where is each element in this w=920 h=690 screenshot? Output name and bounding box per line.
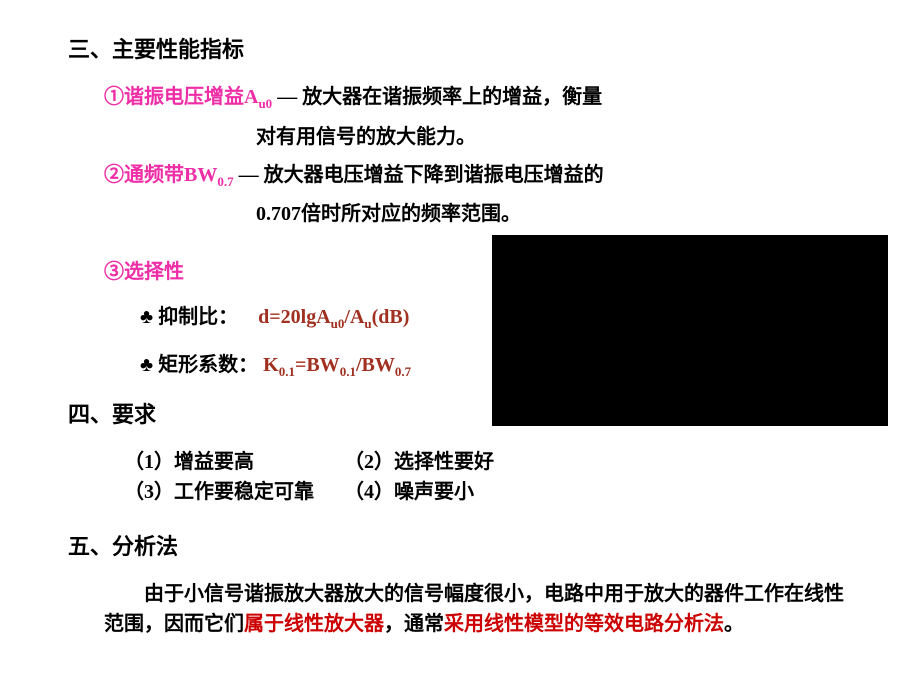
- item1-line2: 对有用信号的放大能力。: [256, 122, 852, 152]
- item2-prefix: ②: [104, 164, 124, 186]
- item2-label-sub: 0.7: [217, 174, 233, 189]
- p1d: 采用线性模型的等效电路分析法: [444, 613, 724, 635]
- item1-label-pre: 谐振电压增益A: [124, 86, 258, 108]
- sub1-club: ♣: [140, 306, 153, 328]
- item1-prefix: ①: [104, 86, 124, 108]
- req3: （3）工作要稳定可靠: [124, 477, 339, 507]
- p1e: 。: [724, 613, 744, 635]
- req4: （4）噪声要小: [344, 481, 474, 503]
- item3-label: 选择性: [124, 261, 184, 283]
- item1-dash: —: [272, 86, 302, 108]
- item2-line2: 0.707倍时所对应的频率范围。: [256, 199, 852, 229]
- req1: （1）增益要高: [124, 447, 339, 477]
- item1: ①谐振电压增益Au0 — 放大器在谐振频率上的增益，衡量: [104, 82, 852, 114]
- item2-desc1: 放大器电压增益下降到谐振电压增益的: [264, 164, 604, 186]
- analysis-paragraph: 由于小信号谐振放大器放大的信号幅度很小，电路中用于放大的器件工作在线性范围，因而…: [104, 579, 844, 639]
- item2-dash: —: [234, 164, 264, 186]
- req2: （2）选择性要好: [344, 451, 494, 473]
- sub1-label: 抑制比：: [158, 306, 238, 328]
- req-row2: （3）工作要稳定可靠 （4）噪声要小: [124, 477, 852, 507]
- item2: ②通频带BW0.7 — 放大器电压增益下降到谐振电压增益的: [104, 160, 852, 192]
- black-box: [492, 235, 888, 426]
- section5-title: 五、分析法: [68, 529, 852, 561]
- sub2-club: ♣: [140, 354, 153, 376]
- p1b: 属于线性放大器: [244, 613, 384, 635]
- item2-label-pre: 通频带BW: [124, 164, 217, 186]
- req-row1: （1）增益要高 （2）选择性要好: [124, 447, 852, 477]
- sub1-formula: d=20lgAu0/Au(dB): [258, 306, 409, 328]
- item3-prefix: ③: [104, 261, 124, 283]
- item1-desc1: 放大器在谐振频率上的增益，衡量: [302, 86, 602, 108]
- sub2-formula: K0.1=BW0.1/BW0.7: [263, 354, 411, 376]
- item1-label-sub: u0: [258, 96, 272, 111]
- sub2-label: 矩形系数：: [158, 354, 258, 376]
- p1c: ，通常: [384, 613, 444, 635]
- section3-title: 三、主要性能指标: [68, 32, 852, 64]
